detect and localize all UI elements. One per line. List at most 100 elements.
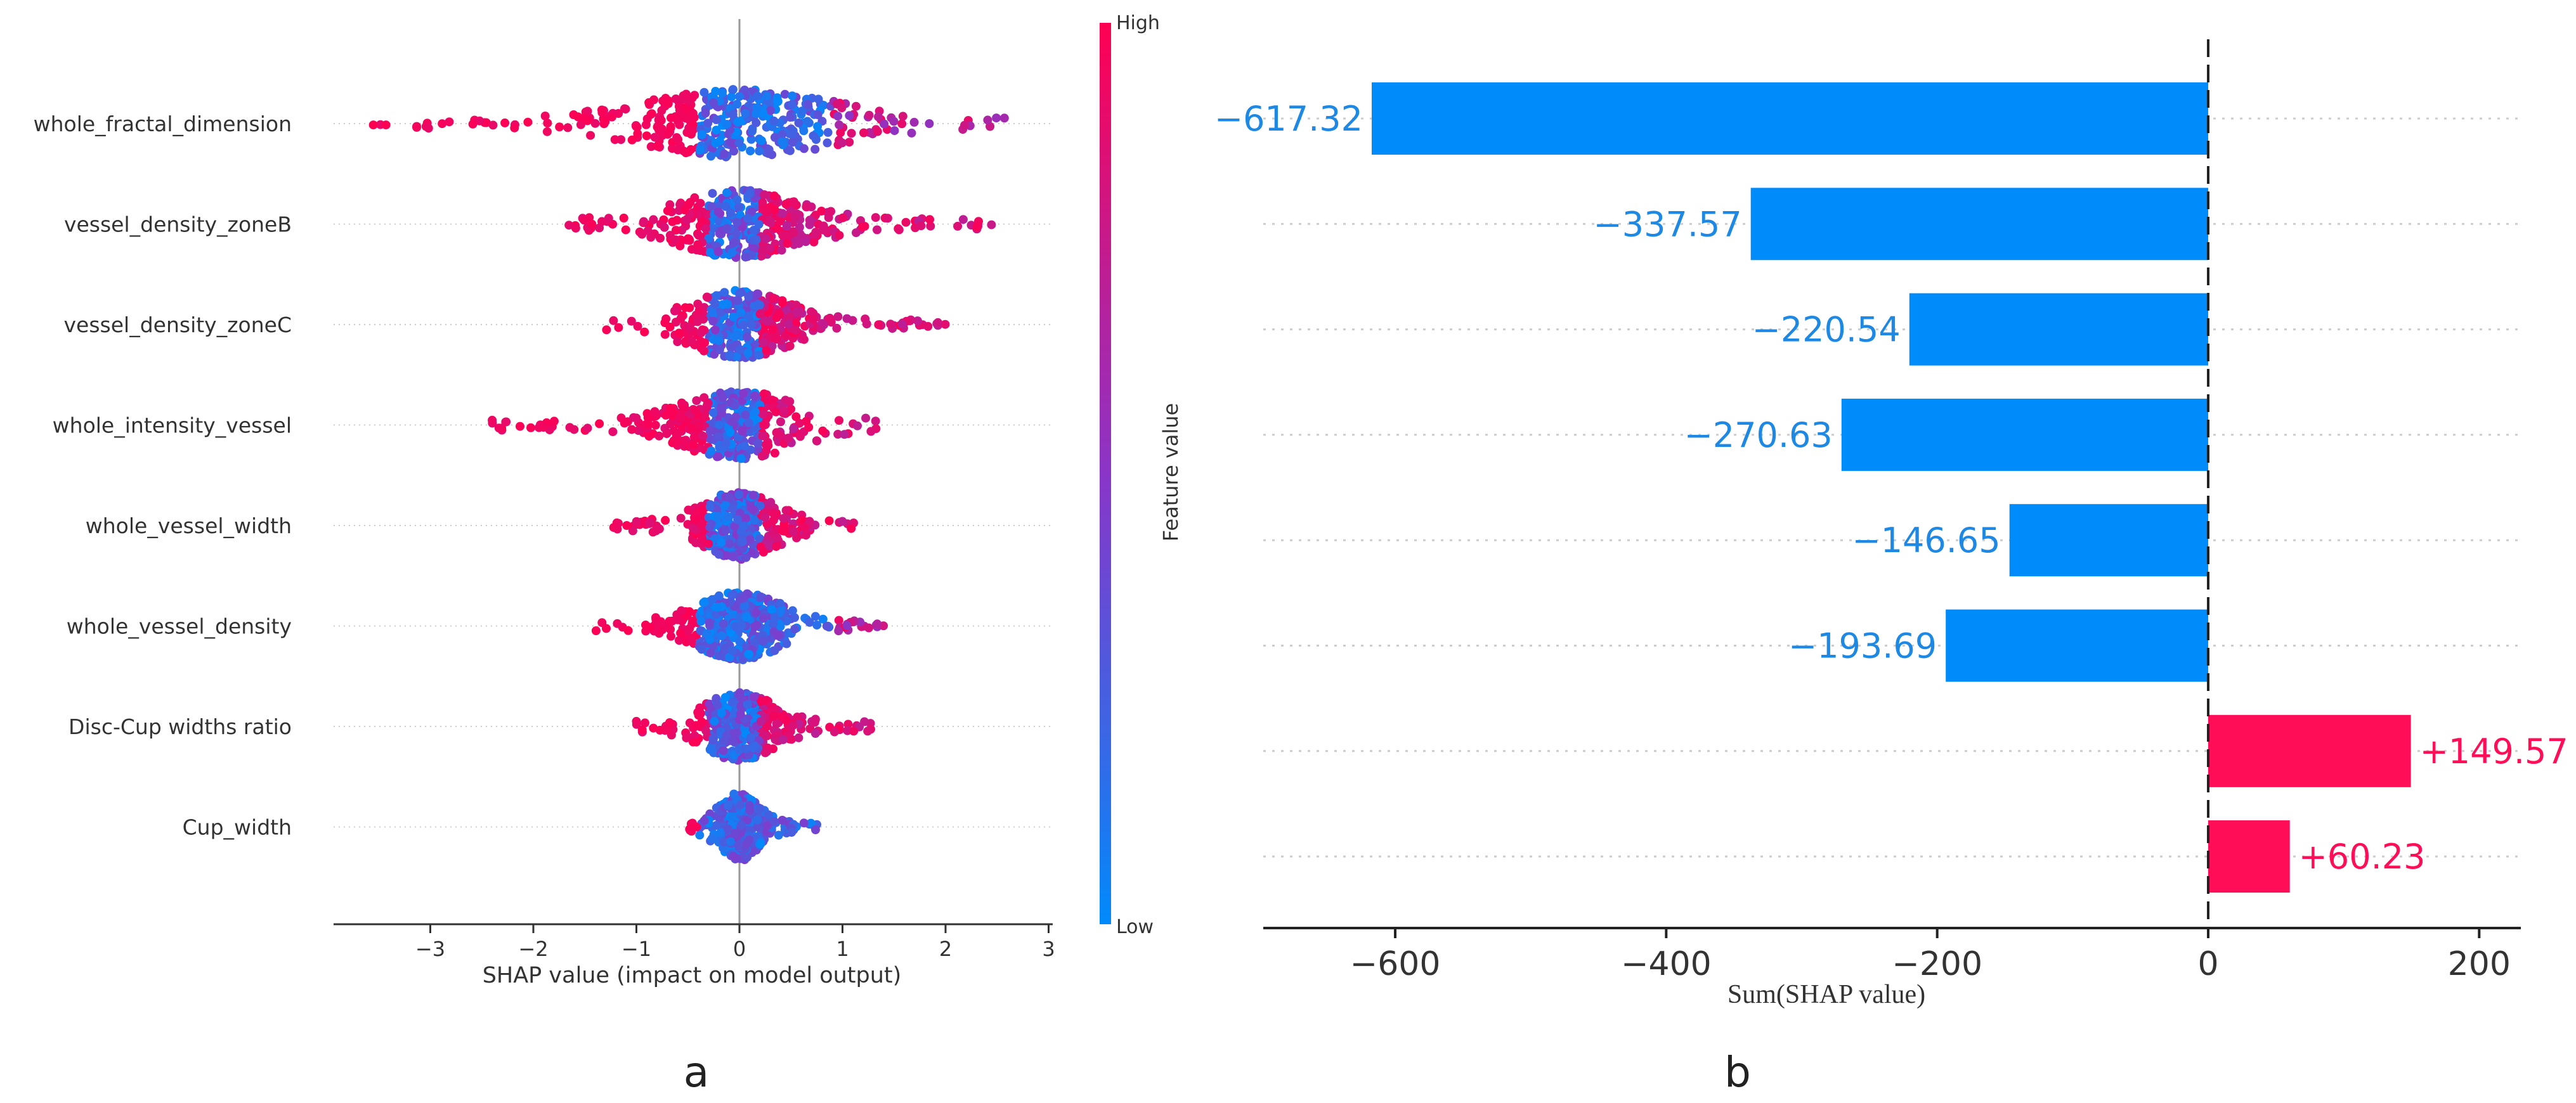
shap-point (762, 346, 771, 356)
shap-point (710, 716, 719, 726)
shap-point (705, 618, 714, 628)
shap-point (644, 420, 653, 429)
shap-point (675, 636, 684, 645)
shap-point (586, 131, 595, 140)
shap-point (789, 197, 798, 207)
shap-point (676, 513, 686, 523)
shap-point (851, 101, 861, 111)
shap-point (681, 113, 691, 123)
shap-point (613, 619, 622, 628)
shap-point (788, 721, 798, 730)
shap-point (564, 221, 574, 230)
shap-point (715, 345, 724, 354)
shap-point (709, 98, 718, 108)
bar-value-label: −270.63 (1684, 415, 1833, 455)
shap-point (769, 116, 779, 126)
shap-point (540, 112, 550, 120)
shap-point (761, 440, 771, 449)
shap-point (777, 245, 786, 255)
shap-point (772, 333, 781, 343)
shap-point (680, 103, 689, 113)
shap-point (689, 441, 698, 450)
shap-point (669, 408, 679, 417)
shap-point (583, 106, 592, 116)
shap-point (728, 110, 738, 119)
bar-value-label: −193.69 (1788, 626, 1937, 666)
shap-point (734, 289, 744, 299)
bar-x-ticks: −600 −400 −200 0 200 (1350, 928, 2511, 983)
x-tick-label: 2 (939, 937, 952, 961)
shap-point (992, 113, 1001, 123)
shap-point (715, 442, 724, 452)
shap-point (706, 446, 716, 456)
x-tick-label: 0 (2197, 945, 2218, 983)
shap-point (871, 213, 880, 223)
shap-point (715, 420, 724, 430)
shap-point (788, 138, 797, 147)
shap-point (684, 234, 693, 243)
shap-point (698, 534, 707, 543)
shap-point (748, 505, 758, 515)
shap-point (665, 718, 674, 727)
shap-point (713, 247, 723, 256)
shap-point (755, 804, 765, 813)
shap-point (926, 221, 935, 231)
shap-point (758, 636, 768, 646)
beeswarm-panel: −3 −2 −1 0 1 2 3 whole_fractal_dimensionvessel… (34, 12, 1183, 988)
feature-label: whole_vessel_density (67, 614, 292, 639)
shap-point (794, 118, 803, 127)
shap-point (728, 737, 738, 745)
shap-point (671, 94, 680, 103)
shap-point (725, 208, 735, 217)
shap-point (701, 726, 711, 735)
shap-point (676, 314, 686, 323)
shap-point (729, 552, 738, 562)
shap-point (987, 220, 996, 229)
shap-point (777, 130, 787, 139)
shap-point (712, 821, 721, 830)
shap-point (762, 316, 772, 326)
shap-point (657, 124, 667, 134)
shap-point (738, 426, 747, 435)
shap-point (785, 397, 795, 406)
shap-point (706, 519, 716, 529)
shap-point (790, 624, 800, 634)
shap-point (835, 231, 844, 240)
shap-point (756, 542, 765, 552)
shap-point (704, 539, 713, 548)
shap-point (693, 317, 702, 326)
shap-point (619, 214, 628, 223)
shap-point (526, 423, 535, 432)
shap-point (791, 412, 801, 422)
shap-point (909, 117, 919, 127)
shap-point (758, 108, 767, 118)
shap-point (751, 118, 761, 127)
shap-point (773, 97, 783, 106)
shap-point (792, 307, 801, 317)
shap-point (675, 241, 685, 250)
shap-point (597, 105, 606, 115)
shap-point (622, 521, 632, 530)
shap-point (725, 351, 734, 360)
shap-point (960, 120, 969, 130)
shap-point (695, 703, 705, 713)
shap-point (716, 828, 725, 837)
shap-point (811, 825, 820, 834)
shap-point (708, 316, 718, 326)
bar-value-label: −146.65 (1852, 520, 2000, 560)
x-tick-label: −400 (1621, 945, 1712, 983)
shap-point (901, 217, 911, 227)
shap-point (898, 112, 907, 121)
shap-point (770, 448, 779, 458)
shap-point (778, 735, 788, 744)
shap-point (810, 145, 820, 154)
shap-point (563, 123, 573, 132)
shap-point (712, 452, 722, 461)
shap-point (682, 216, 691, 225)
shap-point (786, 113, 795, 122)
shap-point (381, 120, 391, 130)
shap-point (576, 120, 585, 129)
shap-point (758, 338, 768, 347)
shap-point (832, 100, 842, 109)
shap-point (739, 521, 749, 531)
